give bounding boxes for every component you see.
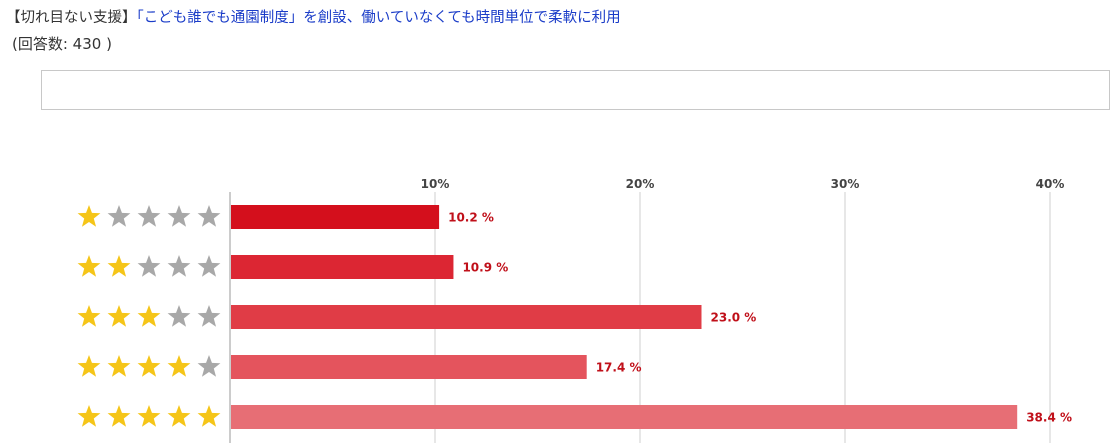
tick-label: 30% (831, 177, 860, 191)
star-filled-icon (197, 405, 221, 427)
question-title: 「こども誰でも通園制度」を創設、働いていなくても時間単位で柔軟に利用 (136, 10, 621, 26)
star-filled-icon (107, 355, 131, 377)
response-count: (回答数: 430 ) (12, 35, 112, 53)
tick-label: 40% (1036, 177, 1065, 191)
tick-label: 10% (421, 177, 450, 191)
bar (231, 205, 440, 229)
star-filled-icon (137, 405, 161, 427)
bar (231, 255, 454, 279)
star-filled-icon (77, 205, 101, 227)
star-filled-icon (107, 255, 131, 277)
star-filled-icon (167, 355, 191, 377)
star-empty-icon (137, 205, 161, 227)
star-filled-icon (77, 305, 101, 327)
star-empty-icon (167, 255, 191, 277)
star-empty-icon (197, 205, 221, 227)
star-filled-icon (137, 305, 161, 327)
bar (231, 305, 702, 329)
star-empty-icon (107, 205, 131, 227)
star-empty-icon (197, 355, 221, 377)
star-filled-icon (107, 305, 131, 327)
question-header: 【切れ目ない支援】「こども誰でも通園制度」を創設、働いていなくても時間単位で柔軟… (6, 8, 621, 28)
star-empty-icon (167, 305, 191, 327)
data-label: 23.0 % (711, 311, 757, 325)
star-filled-icon (77, 255, 101, 277)
question-category: 【切れ目ない支援】 (6, 10, 137, 26)
comment-box (41, 70, 1110, 110)
star-empty-icon (167, 205, 191, 227)
tick-label: 20% (626, 177, 655, 191)
star-empty-icon (197, 305, 221, 327)
data-label: 17.4 % (596, 361, 642, 375)
star-filled-icon (167, 405, 191, 427)
star-filled-icon (107, 405, 131, 427)
bar (231, 405, 1018, 429)
bar (231, 355, 587, 379)
star-filled-icon (137, 355, 161, 377)
data-label: 38.4 % (1026, 411, 1072, 425)
data-label: 10.2 % (448, 211, 494, 225)
data-label: 10.9 % (462, 261, 508, 275)
star-filled-icon (77, 405, 101, 427)
star-empty-icon (137, 255, 161, 277)
star-filled-icon (77, 355, 101, 377)
star-empty-icon (197, 255, 221, 277)
